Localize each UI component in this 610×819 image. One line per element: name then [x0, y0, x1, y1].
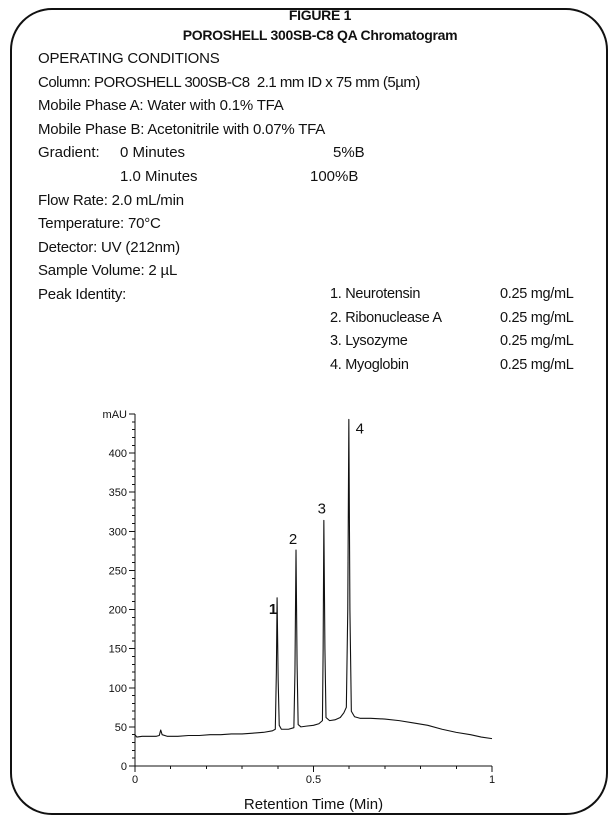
gradient-time: 1.0 Minutes [120, 167, 198, 185]
peak-concentration: 0.25 mg/mL [500, 356, 574, 373]
gradient-label: Gradient: [38, 144, 100, 162]
peak-concentration: 0.25 mg/mL [500, 309, 574, 326]
peak-name: 3. Lysozyme [330, 333, 408, 350]
peak-label-1: 1 [269, 601, 277, 618]
flow-rate: Flow Rate: 2.0 mL/min [38, 191, 184, 209]
y-tick-label: 50 [115, 722, 127, 734]
peak-identity-row: 2. Ribonuclease A 0.25 mg/mL [330, 307, 590, 331]
peak-label-3: 3 [318, 500, 326, 517]
y-tick-label: 100 [109, 683, 127, 695]
detector: Detector: UV (212nm) [38, 238, 180, 256]
column-spec: Column: POROSHELL 300SB-C8 2.1 mm ID x 7… [38, 73, 420, 91]
peak-concentration: 0.25 mg/mL [500, 333, 574, 350]
y-tick-label: 200 [109, 605, 127, 617]
x-tick-label: 1 [489, 774, 495, 786]
y-tick-label: 0 [121, 761, 127, 773]
peak-name: 4. Myoglobin [330, 356, 409, 373]
chromatogram-trace [134, 418, 493, 740]
y-tick-label: 300 [109, 526, 127, 538]
peak-identity-row: 1. Neurotensin 0.25 mg/mL [330, 283, 590, 307]
peak-identity-row: 4. Myoglobin 0.25 mg/mL [330, 354, 590, 378]
y-axis-label: mAU [103, 409, 128, 421]
y-tick-label: 350 [109, 487, 127, 499]
sample-volume: Sample Volume: 2 µL [38, 262, 178, 280]
y-tick-label: 150 [109, 644, 127, 656]
y-tick-label: 400 [109, 448, 127, 460]
mobile-phase-a: Mobile Phase A: Water with 0.1% TFA [38, 97, 284, 115]
x-tick-label: 0 [132, 774, 138, 786]
peak-name: 1. Neurotensin [330, 286, 421, 302]
peak-identity-list: 1. Neurotensin 0.25 mg/mL 2. Ribonucleas… [330, 283, 590, 377]
operating-conditions: OPERATING CONDITIONS Column: POROSHELL 3… [38, 47, 578, 307]
chromatogram-chart: 0 50 100 150 200 250 300 350 400 mAU 0 0.5 1 Retentio… [103, 409, 496, 813]
x-tick-label: 0.5 [306, 774, 321, 786]
peak-name: 2. Ribonuclease A [330, 309, 442, 326]
gradient-time: 0 Minutes [120, 144, 186, 162]
peak-label-4: 4 [356, 420, 364, 437]
peak-identity-label: Peak Identity: [38, 285, 127, 303]
peak-label-2: 2 [289, 531, 297, 548]
gradient-composition: 100%B [310, 167, 359, 185]
temperature: Temperature: 70°C [38, 215, 161, 233]
figure-frame [10, 8, 608, 815]
gradient-row: Gradient: 0 Minutes 5%B [38, 141, 578, 165]
x-axis-title: Retention Time (Min) [244, 796, 383, 813]
gradient-row: 1.0 Minutes 100%B [38, 165, 578, 189]
y-tick-label: 250 [109, 565, 127, 577]
mobile-phase-b: Mobile Phase B: Acetonitrile with 0.07% … [38, 120, 326, 138]
figure-label: FIGURE 1 [288, 7, 352, 23]
conditions-heading: OPERATING CONDITIONS [38, 50, 220, 67]
peak-identity-row: 3. Lysozyme 0.25 mg/mL [330, 330, 590, 354]
figure-title: POROSHELL 300SB-C8 QA Chromatogram [182, 27, 458, 43]
gradient-composition: 5%B [333, 144, 365, 162]
peak-concentration: 0.25 mg/mL [500, 286, 574, 302]
